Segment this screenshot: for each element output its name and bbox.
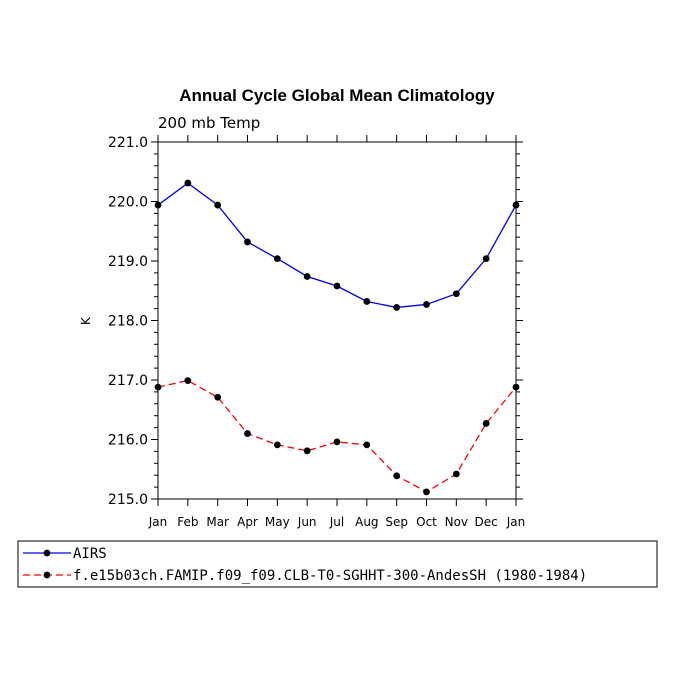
x-tick-label: Oct: [416, 515, 437, 529]
series-line-2: [157, 379, 517, 493]
x-tick-label: May: [265, 515, 290, 529]
data-point: [273, 255, 281, 263]
y-tick-label: 218.0: [108, 314, 148, 330]
x-tick-label: Mar: [206, 515, 229, 529]
y-tick-label: 217.0: [108, 373, 148, 389]
y-tick-label: 216.0: [108, 433, 148, 449]
axis-ticks: [151, 135, 523, 506]
y-tick-label: 220.0: [108, 195, 148, 211]
data-point: [214, 393, 222, 401]
data-point: [303, 273, 311, 280]
data-point: [303, 447, 311, 455]
x-tick-label: Jul: [329, 515, 344, 529]
data-point: [333, 282, 341, 290]
data-point: [482, 420, 490, 427]
x-tick-label: Nov: [445, 515, 468, 529]
legend-label-2: f.e15b03ch.FAMIP.f09_f09.CLB-T0-SGHHT-30…: [73, 568, 587, 584]
y-tick-label: 221.0: [108, 135, 148, 151]
x-tick-label: Apr: [237, 515, 258, 529]
x-tick-label: Feb: [177, 515, 198, 529]
chart-subtitle: 200 mb Temp: [158, 114, 260, 132]
data-point: [363, 441, 371, 449]
data-point: [393, 304, 401, 311]
legend: AIRS f.e15b03ch.FAMIP.f09_f09.CLB-T0-SGHH…: [17, 540, 658, 588]
data-point: [423, 488, 430, 496]
legend-marker-1: [43, 549, 51, 557]
x-tick-label: Jun: [297, 515, 317, 529]
chart-title: Annual Cycle Global Mean Climatology: [179, 86, 495, 105]
data-point: [184, 377, 192, 384]
x-tick-label: Sep: [385, 515, 408, 529]
x-tick-labels: Jan Feb Mar Apr May Jun Jul Aug Sep Oct Nov Dec Jan: [148, 515, 526, 529]
data-point: [333, 438, 341, 446]
y-axis-label: K: [79, 316, 93, 325]
y-tick-label: 219.0: [108, 254, 148, 270]
data-point: [184, 179, 192, 187]
x-tick-label: Jan: [148, 515, 168, 529]
data-point: [244, 430, 251, 437]
data-point: [273, 441, 281, 449]
data-point: [482, 255, 490, 263]
data-point: [363, 298, 371, 305]
y-tick-labels: 215.0 216.0 217.0 218.0 219.0 220.0 221.0: [108, 135, 148, 508]
series-group: [154, 179, 520, 496]
data-point: [244, 238, 251, 246]
y-tick-label: 215.0: [108, 492, 148, 508]
data-point: [452, 470, 460, 478]
x-tick-label: Jan: [506, 515, 526, 529]
legend-box: [17, 540, 658, 588]
x-tick-label: Dec: [475, 515, 498, 529]
data-point: [393, 472, 401, 480]
legend-label-1: AIRS: [73, 546, 107, 562]
data-point: [423, 301, 430, 308]
plot-frame: [157, 141, 517, 500]
x-tick-label: Aug: [355, 515, 378, 529]
data-point: [452, 290, 460, 298]
legend-marker-2: [43, 571, 51, 579]
data-point: [214, 201, 222, 209]
